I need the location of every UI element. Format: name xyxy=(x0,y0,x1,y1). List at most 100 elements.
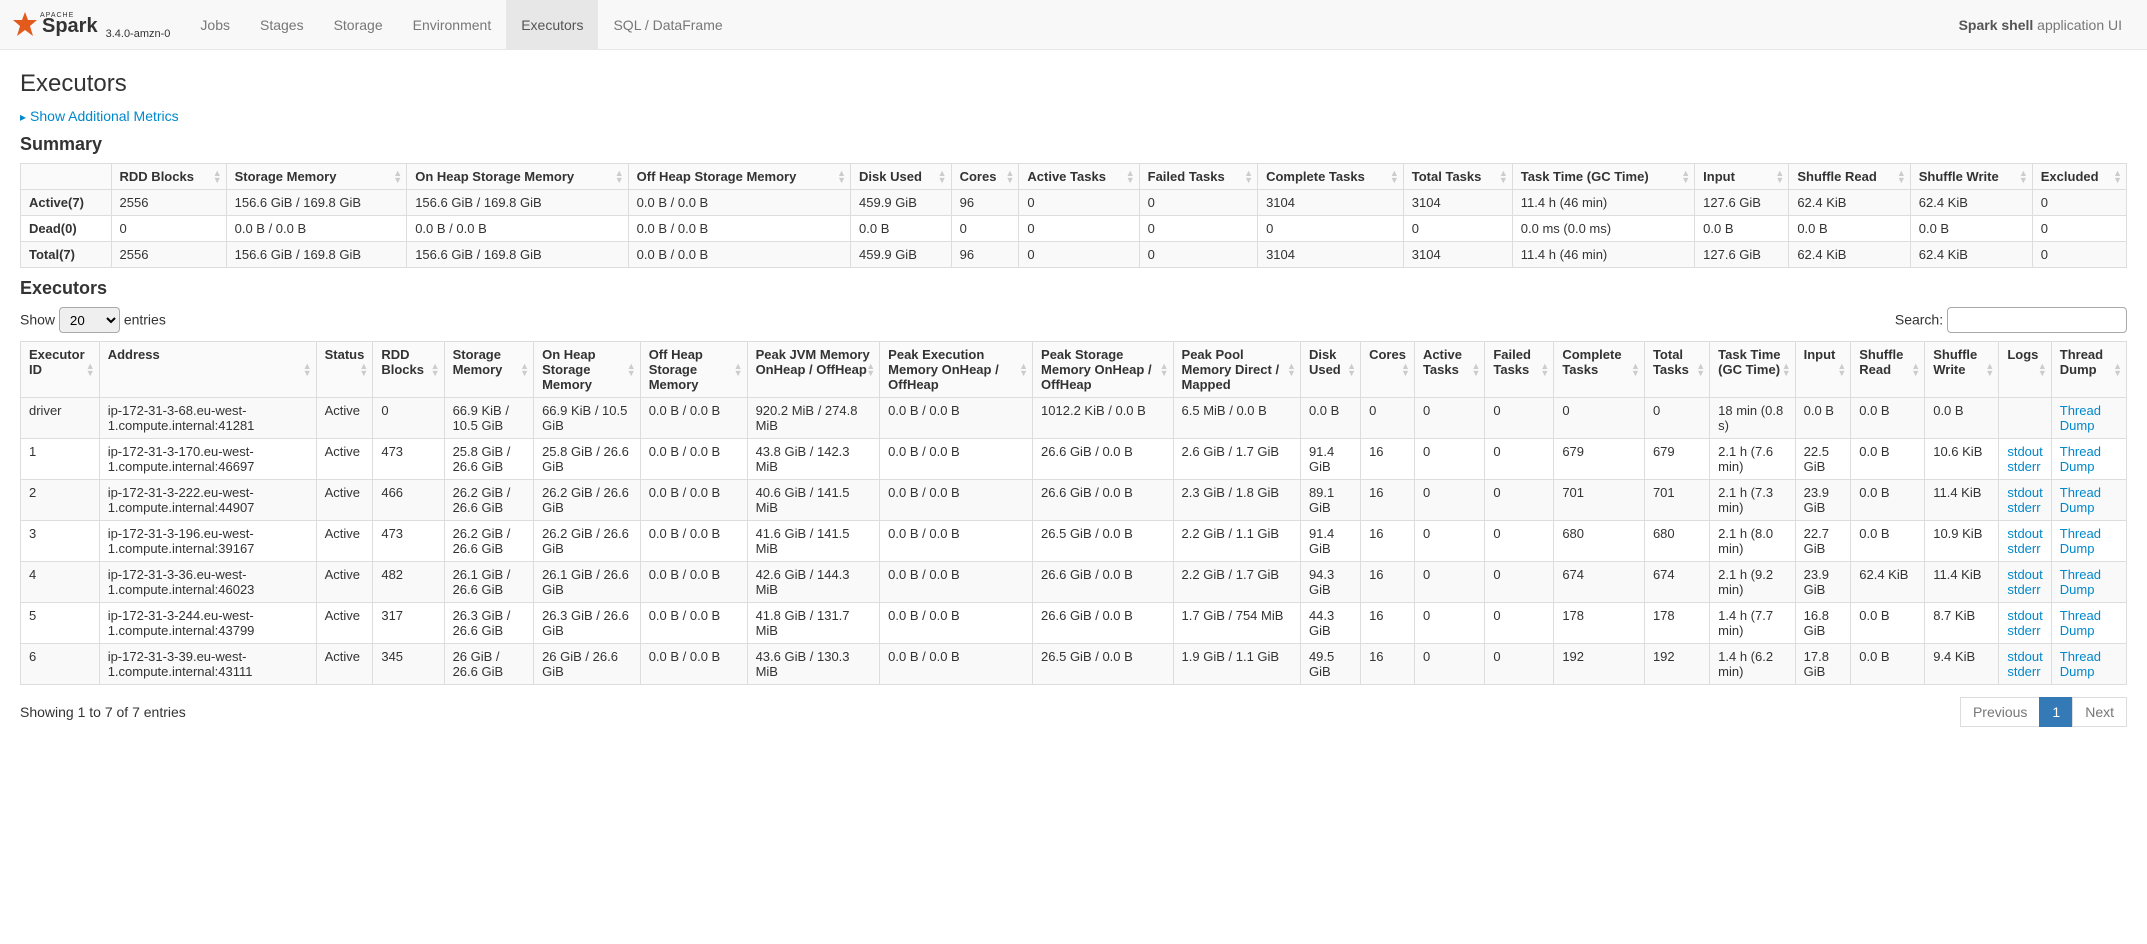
summary-col-header[interactable]: Active Tasks▲▼ xyxy=(1019,164,1139,190)
exec-col-header[interactable]: Executor ID▲▼ xyxy=(21,342,100,398)
exec-cell-id: 6 xyxy=(21,644,100,685)
summary-col-header[interactable]: Task Time (GC Time)▲▼ xyxy=(1512,164,1694,190)
exec-cell-input: 17.8 GiB xyxy=(1795,644,1851,685)
thread-dump-link[interactable]: Thread Dump xyxy=(2060,403,2101,433)
summary-cell: 0 xyxy=(111,216,226,242)
summary-col-header[interactable]: Shuffle Write▲▼ xyxy=(1910,164,2032,190)
exec-col-header[interactable]: Shuffle Read▲▼ xyxy=(1851,342,1925,398)
exec-cell-peak_store: 26.6 GiB / 0.0 B xyxy=(1033,480,1174,521)
exec-col-header[interactable]: Failed Tasks▲▼ xyxy=(1485,342,1554,398)
exec-col-header[interactable]: Shuffle Write▲▼ xyxy=(1925,342,1999,398)
nav-tab-storage[interactable]: Storage xyxy=(319,0,398,50)
log-link-stderr[interactable]: stderr xyxy=(2007,664,2040,679)
exec-col-header[interactable]: Task Time (GC Time)▲▼ xyxy=(1710,342,1795,398)
log-link-stdout[interactable]: stdout xyxy=(2007,567,2042,582)
log-link-stdout[interactable]: stdout xyxy=(2007,649,2042,664)
log-link-stdout[interactable]: stdout xyxy=(2007,444,2042,459)
page-size-control: Show 20 entries xyxy=(20,307,166,333)
thread-dump-link[interactable]: Thread Dump xyxy=(2060,526,2101,556)
nav-tab-stages[interactable]: Stages xyxy=(245,0,319,50)
summary-row: Total(7)2556156.6 GiB / 169.8 GiB156.6 G… xyxy=(21,242,2127,268)
log-link-stderr[interactable]: stderr xyxy=(2007,500,2040,515)
nav-tab-executors[interactable]: Executors xyxy=(506,0,598,50)
summary-col-header[interactable]: Failed Tasks▲▼ xyxy=(1139,164,1257,190)
log-link-stderr[interactable]: stderr xyxy=(2007,459,2040,474)
exec-cell-rdd: 482 xyxy=(373,562,444,603)
page-size-select[interactable]: 20 xyxy=(59,307,120,333)
summary-col-header[interactable]: RDD Blocks▲▼ xyxy=(111,164,226,190)
exec-col-header[interactable]: Complete Tasks▲▼ xyxy=(1554,342,1645,398)
exec-col-header[interactable]: Status▲▼ xyxy=(316,342,373,398)
summary-col-header[interactable]: Storage Memory▲▼ xyxy=(226,164,407,190)
exec-col-header[interactable]: Cores▲▼ xyxy=(1361,342,1415,398)
exec-cell-task: 2.1 h (7.6 min) xyxy=(1710,439,1795,480)
exec-cell-task: 1.4 h (7.7 min) xyxy=(1710,603,1795,644)
exec-cell-peak_store: 26.6 GiB / 0.0 B xyxy=(1033,562,1174,603)
nav-tab-environment[interactable]: Environment xyxy=(398,0,507,50)
nav-tab-sql-dataframe[interactable]: SQL / DataFrame xyxy=(598,0,737,50)
exec-col-header[interactable]: Input▲▼ xyxy=(1795,342,1851,398)
exec-cell-peak_pool: 2.2 GiB / 1.1 GiB xyxy=(1173,521,1300,562)
exec-cell-complete: 178 xyxy=(1554,603,1645,644)
thread-dump-link[interactable]: Thread Dump xyxy=(2060,649,2101,679)
thread-dump-link[interactable]: Thread Dump xyxy=(2060,485,2101,515)
summary-col-header[interactable]: On Heap Storage Memory▲▼ xyxy=(407,164,628,190)
thread-dump-link[interactable]: Thread Dump xyxy=(2060,444,2101,474)
summary-col-header[interactable]: Input▲▼ xyxy=(1695,164,1789,190)
exec-col-header[interactable]: Address▲▼ xyxy=(99,342,316,398)
log-link-stdout[interactable]: stdout xyxy=(2007,526,2042,541)
log-link-stderr[interactable]: stderr xyxy=(2007,582,2040,597)
exec-col-header[interactable]: Peak Execution Memory OnHeap / OffHeap▲▼ xyxy=(880,342,1033,398)
exec-col-header[interactable]: Thread Dump▲▼ xyxy=(2051,342,2126,398)
log-link-stderr[interactable]: stderr xyxy=(2007,623,2040,638)
exec-col-header[interactable]: On Heap Storage Memory▲▼ xyxy=(534,342,641,398)
exec-cell-task: 1.4 h (6.2 min) xyxy=(1710,644,1795,685)
thread-dump-link[interactable]: Thread Dump xyxy=(2060,567,2101,597)
summary-col-header[interactable]: Complete Tasks▲▼ xyxy=(1258,164,1404,190)
summary-cell: 0 xyxy=(2032,242,2126,268)
exec-cell-status: Active xyxy=(316,644,373,685)
pagination-previous[interactable]: Previous xyxy=(1960,697,2040,727)
exec-cell-onheap: 26.2 GiB / 26.6 GiB xyxy=(534,521,641,562)
exec-col-header[interactable]: Disk Used▲▼ xyxy=(1300,342,1360,398)
brand[interactable]: APACHE Spark 3.4.0-amzn-0 xyxy=(10,10,170,40)
exec-cell-active: 0 xyxy=(1414,480,1484,521)
thread-dump-link[interactable]: Thread Dump xyxy=(2060,608,2101,638)
exec-cell-id: 3 xyxy=(21,521,100,562)
nav-tab-jobs[interactable]: Jobs xyxy=(185,0,245,50)
exec-cell-total: 0 xyxy=(1644,398,1709,439)
log-link-stdout[interactable]: stdout xyxy=(2007,485,2042,500)
pagination-next[interactable]: Next xyxy=(2072,697,2127,727)
log-link-stdout[interactable]: stdout xyxy=(2007,608,2042,623)
exec-col-header[interactable]: Active Tasks▲▼ xyxy=(1414,342,1484,398)
exec-col-header[interactable]: Logs▲▼ xyxy=(1999,342,2051,398)
show-additional-metrics-toggle[interactable]: Show Additional Metrics xyxy=(20,108,179,124)
exec-col-header[interactable]: Peak JVM Memory OnHeap / OffHeap▲▼ xyxy=(747,342,880,398)
summary-col-header[interactable]: Shuffle Read▲▼ xyxy=(1789,164,1910,190)
exec-cell-offheap: 0.0 B / 0.0 B xyxy=(640,603,747,644)
exec-col-header[interactable]: Peak Storage Memory OnHeap / OffHeap▲▼ xyxy=(1033,342,1174,398)
summary-col-header[interactable]: Excluded▲▼ xyxy=(2032,164,2126,190)
summary-col-header[interactable]: Off Heap Storage Memory▲▼ xyxy=(628,164,850,190)
exec-cell-failed: 0 xyxy=(1485,480,1554,521)
search-input[interactable] xyxy=(1947,307,2127,333)
exec-col-header[interactable]: Total Tasks▲▼ xyxy=(1644,342,1709,398)
exec-cell-thread: Thread Dump xyxy=(2051,562,2126,603)
log-link-stderr[interactable]: stderr xyxy=(2007,541,2040,556)
summary-cell: 3104 xyxy=(1258,190,1404,216)
exec-cell-sr: 0.0 B xyxy=(1851,480,1925,521)
summary-col-header[interactable]: Total Tasks▲▼ xyxy=(1403,164,1512,190)
exec-col-header[interactable]: RDD Blocks▲▼ xyxy=(373,342,444,398)
summary-col-header[interactable]: Disk Used▲▼ xyxy=(851,164,952,190)
exec-col-header[interactable]: Peak Pool Memory Direct / Mapped▲▼ xyxy=(1173,342,1300,398)
exec-cell-complete: 680 xyxy=(1554,521,1645,562)
exec-cell-peak_jvm: 41.6 GiB / 141.5 MiB xyxy=(747,521,880,562)
exec-cell-thread: Thread Dump xyxy=(2051,521,2126,562)
exec-cell-disk: 91.4 GiB xyxy=(1300,439,1360,480)
exec-col-header[interactable]: Off Heap Storage Memory▲▼ xyxy=(640,342,747,398)
summary-col-header[interactable]: Cores▲▼ xyxy=(951,164,1019,190)
exec-cell-id: 5 xyxy=(21,603,100,644)
exec-col-header[interactable]: Storage Memory▲▼ xyxy=(444,342,534,398)
summary-cell: 3104 xyxy=(1258,242,1404,268)
pagination-page[interactable]: 1 xyxy=(2039,697,2073,727)
